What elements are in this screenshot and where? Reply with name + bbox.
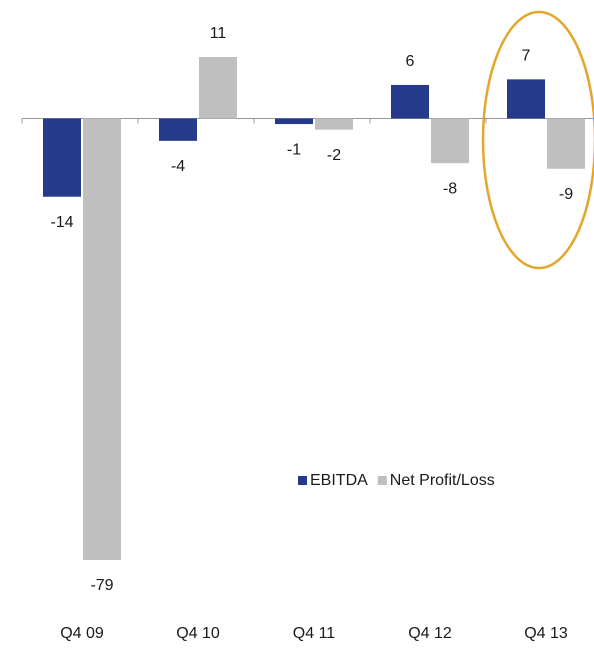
data-label: 6 [406, 53, 415, 70]
x-tick-label: Q4 12 [408, 625, 452, 642]
data-label: 7 [522, 48, 531, 65]
x-tick-label: Q4 11 [293, 625, 336, 642]
highlight-ellipse [481, 10, 594, 270]
x-tick-label: Q4 09 [60, 625, 104, 642]
bar [159, 118, 197, 141]
bar [275, 118, 313, 125]
legend-label: Net Profit/Loss [390, 472, 495, 489]
bar [391, 84, 429, 119]
x-tick-label: Q4 13 [524, 625, 568, 642]
bar [83, 118, 121, 560]
legend-label: EBITDA [310, 472, 368, 489]
bar [507, 79, 545, 119]
bar [43, 118, 81, 197]
bar [547, 118, 585, 169]
legend-swatch [377, 476, 387, 485]
data-label: -8 [443, 180, 457, 197]
data-label: -1 [287, 141, 301, 158]
bar [199, 57, 237, 119]
bar [315, 118, 353, 130]
data-label: -2 [327, 147, 341, 164]
data-label: 11 [210, 25, 227, 42]
data-label: -14 [50, 214, 73, 231]
data-label: -79 [90, 577, 113, 594]
x-tick-label: Q4 10 [176, 625, 220, 642]
legend-swatch [298, 476, 307, 485]
data-label: -9 [559, 186, 573, 203]
bar [431, 118, 469, 164]
data-label: -4 [171, 158, 185, 175]
